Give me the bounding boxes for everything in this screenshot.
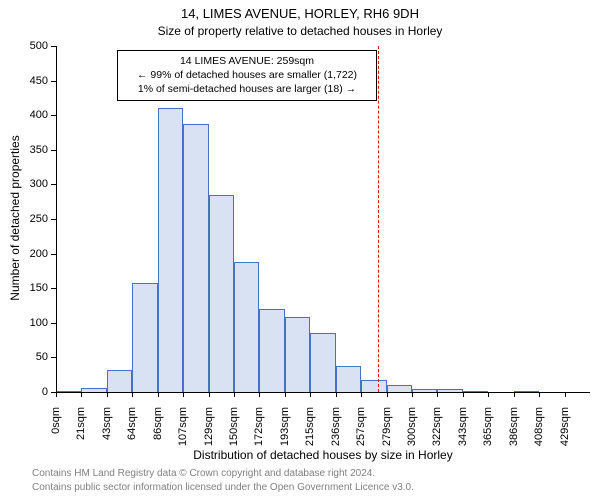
x-tick bbox=[463, 392, 464, 397]
annotation-box: 14 LIMES AVENUE: 259sqm ← 99% of detache… bbox=[117, 50, 377, 101]
x-tick-label: 43sqm bbox=[101, 407, 113, 457]
x-tick bbox=[56, 392, 57, 397]
x-tick-label: 86sqm bbox=[152, 407, 164, 457]
x-tick-label: 215sqm bbox=[304, 407, 316, 457]
y-tick-label: 50 bbox=[0, 351, 48, 363]
y-tick bbox=[51, 115, 56, 116]
x-tick-label: 64sqm bbox=[126, 407, 138, 457]
x-tick-label: 365sqm bbox=[482, 407, 494, 457]
x-tick-label: 193sqm bbox=[279, 407, 291, 457]
x-tick-label: 322sqm bbox=[431, 407, 443, 457]
x-tick-label: 386sqm bbox=[508, 407, 520, 457]
y-tick bbox=[51, 184, 56, 185]
chart-subtitle: Size of property relative to detached ho… bbox=[0, 24, 600, 38]
x-tick bbox=[539, 392, 540, 397]
x-tick-label: 129sqm bbox=[203, 407, 215, 457]
histogram-bar bbox=[183, 124, 208, 392]
y-tick-label: 500 bbox=[0, 40, 48, 52]
y-tick-label: 400 bbox=[0, 109, 48, 121]
y-tick bbox=[51, 219, 56, 220]
x-tick bbox=[336, 392, 337, 397]
footnote-line2: Contains public sector information licen… bbox=[32, 482, 414, 493]
chart-container: { "title": "14, LIMES AVENUE, HORLEY, RH… bbox=[0, 0, 600, 500]
histogram-bar bbox=[285, 317, 310, 392]
x-tick-label: 236sqm bbox=[330, 407, 342, 457]
x-tick-label: 0sqm bbox=[50, 407, 62, 457]
x-tick-label: 257sqm bbox=[355, 407, 367, 457]
histogram-bar bbox=[387, 385, 412, 392]
y-tick bbox=[51, 150, 56, 151]
x-tick-label: 107sqm bbox=[177, 407, 189, 457]
x-tick bbox=[209, 392, 210, 397]
x-tick-label: 343sqm bbox=[457, 407, 469, 457]
annotation-line1: 14 LIMES AVENUE: 259sqm bbox=[124, 54, 370, 68]
x-tick-label: 150sqm bbox=[228, 407, 240, 457]
x-tick bbox=[183, 392, 184, 397]
histogram-bar bbox=[158, 108, 183, 392]
y-tick-label: 250 bbox=[0, 213, 48, 225]
histogram-bar bbox=[107, 370, 132, 392]
histogram-bar bbox=[336, 366, 361, 392]
x-tick bbox=[285, 392, 286, 397]
annotation-line2: ← 99% of detached houses are smaller (1,… bbox=[124, 68, 370, 82]
x-tick-label: 408sqm bbox=[533, 407, 545, 457]
x-tick bbox=[565, 392, 566, 397]
x-tick bbox=[437, 392, 438, 397]
x-tick bbox=[158, 392, 159, 397]
x-tick bbox=[107, 392, 108, 397]
x-axis bbox=[56, 392, 590, 393]
x-tick-label: 21sqm bbox=[75, 407, 87, 457]
y-tick bbox=[51, 357, 56, 358]
chart-title: 14, LIMES AVENUE, HORLEY, RH6 9DH bbox=[0, 6, 600, 21]
histogram-bar bbox=[310, 333, 335, 392]
y-tick-label: 100 bbox=[0, 317, 48, 329]
x-tick-label: 300sqm bbox=[406, 407, 418, 457]
y-tick-label: 450 bbox=[0, 75, 48, 87]
x-tick-label: 172sqm bbox=[253, 407, 265, 457]
histogram-bar bbox=[209, 195, 234, 392]
histogram-bar bbox=[259, 309, 284, 392]
y-tick bbox=[51, 254, 56, 255]
x-tick bbox=[361, 392, 362, 397]
y-tick bbox=[51, 288, 56, 289]
y-tick bbox=[51, 81, 56, 82]
y-tick-label: 350 bbox=[0, 144, 48, 156]
x-tick bbox=[514, 392, 515, 397]
histogram-bar bbox=[132, 283, 157, 392]
x-tick-label: 429sqm bbox=[559, 407, 571, 457]
x-tick bbox=[132, 392, 133, 397]
y-tick-label: 0 bbox=[0, 386, 48, 398]
y-axis bbox=[56, 46, 57, 392]
y-tick-label: 300 bbox=[0, 178, 48, 190]
footnote-line1: Contains HM Land Registry data © Crown c… bbox=[32, 468, 375, 479]
histogram-bar bbox=[234, 262, 259, 392]
property-marker-line bbox=[378, 46, 379, 392]
x-tick bbox=[81, 392, 82, 397]
x-tick bbox=[387, 392, 388, 397]
x-tick bbox=[412, 392, 413, 397]
x-tick bbox=[488, 392, 489, 397]
x-tick bbox=[234, 392, 235, 397]
x-tick bbox=[259, 392, 260, 397]
y-tick-label: 200 bbox=[0, 248, 48, 260]
histogram-bar bbox=[361, 380, 386, 392]
y-tick bbox=[51, 323, 56, 324]
x-tick-label: 279sqm bbox=[381, 407, 393, 457]
annotation-line3: 1% of semi-detached houses are larger (1… bbox=[124, 82, 370, 96]
y-tick bbox=[51, 46, 56, 47]
y-tick-label: 150 bbox=[0, 282, 48, 294]
x-tick bbox=[310, 392, 311, 397]
